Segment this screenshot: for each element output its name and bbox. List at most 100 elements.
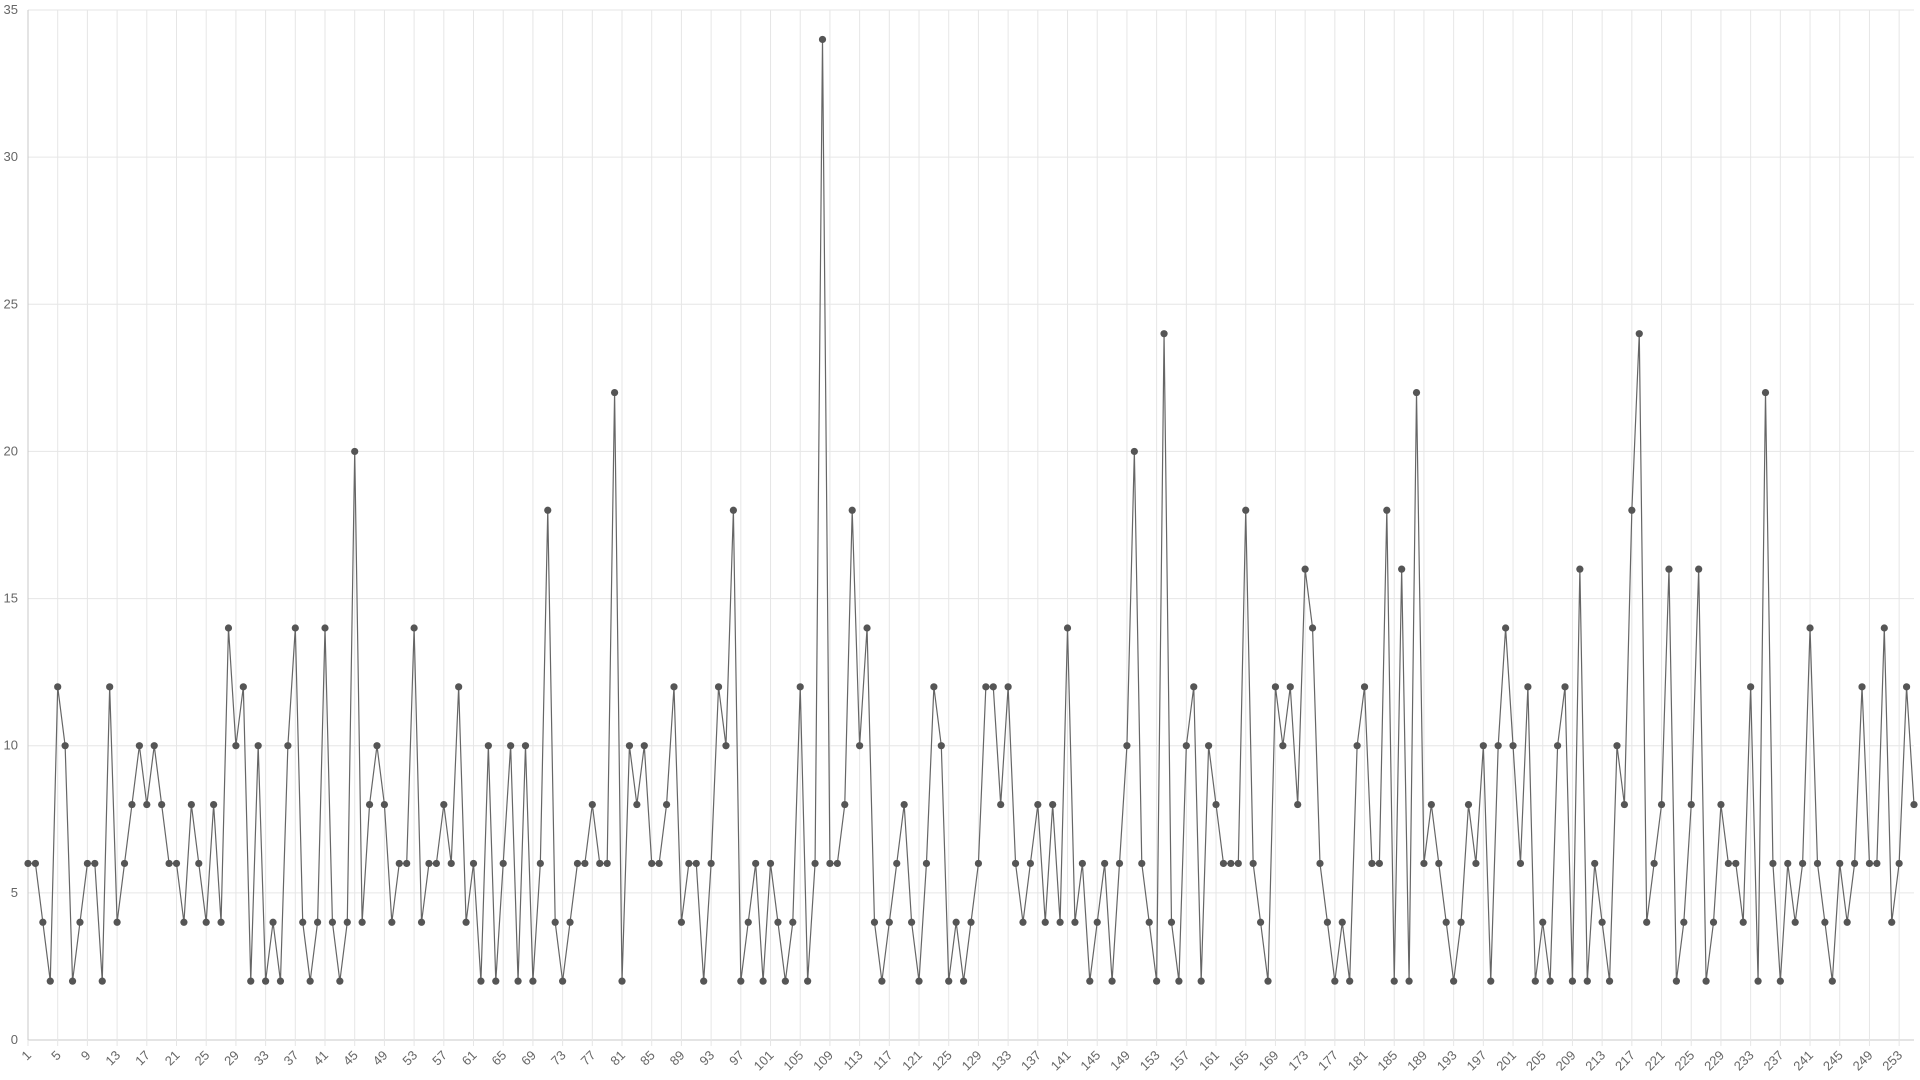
x-tick-label: 201 [1493,1048,1519,1074]
data-point [1858,683,1866,691]
data-point [1650,859,1658,868]
data-point [1583,977,1591,985]
x-tick-label: 97 [726,1048,747,1069]
data-point [766,859,775,868]
data-point [232,742,240,750]
data-point [878,977,886,985]
data-point [804,977,812,985]
data-point [1709,918,1718,926]
data-point [1687,800,1695,809]
x-tick-label: 57 [429,1048,450,1069]
data-point [1375,859,1383,868]
data-point [1160,330,1168,338]
x-tick-label: 1 [18,1048,34,1064]
data-point [722,742,730,750]
x-tick-label: 93 [696,1048,717,1069]
data-point [937,742,945,750]
data-point [1138,859,1146,868]
data-point [1435,859,1443,868]
x-tick-label: 13 [102,1048,123,1069]
data-point [1494,742,1502,750]
grid [27,9,1914,1046]
data-point [365,800,374,809]
data-point [997,800,1005,809]
data-point [388,918,396,926]
data-point [1130,447,1138,456]
data-point [1769,859,1777,868]
x-tick-label: 197 [1464,1048,1490,1074]
data-point [239,683,247,691]
data-point [395,859,403,868]
data-point [143,800,151,809]
x-tick-label: 65 [488,1048,509,1069]
data-point [1613,742,1621,750]
data-point [1063,624,1072,632]
data-point [989,683,997,691]
data-point [462,918,470,926]
data-point [1450,977,1458,985]
x-tick-label: 73 [548,1048,569,1069]
data-point [1850,859,1859,868]
data-point [596,859,604,868]
data-point [1539,918,1547,926]
data-point [1791,918,1799,926]
data-point [885,918,893,926]
data-point [507,742,515,750]
data-point [774,918,782,926]
data-point [1910,800,1918,809]
x-tick-label: 117 [870,1048,895,1073]
x-tick-label: 245 [1820,1048,1846,1074]
data-point [403,859,411,868]
data-point [1279,742,1287,750]
data-point [1398,565,1406,573]
data-point [967,918,975,926]
data-point [1672,977,1680,985]
data-point [907,918,916,926]
data-point [1145,918,1153,926]
data-point [83,859,92,868]
data-point [744,918,752,926]
data-point [692,859,700,868]
y-tick-label: 10 [4,738,18,753]
data-point [1427,800,1435,809]
data-point [1472,859,1480,868]
data-point [781,977,789,985]
x-tick-label: 229 [1701,1048,1727,1074]
data-point [1620,800,1629,809]
data-point [1383,506,1391,514]
x-tick-label: 105 [780,1048,806,1074]
data-point [469,859,478,868]
data-point [1568,977,1577,985]
data-point [1509,742,1517,750]
data-point [1635,330,1643,338]
data-point [1516,859,1525,868]
y-tick-label: 5 [11,885,18,900]
data-point [1197,977,1205,985]
data-point [1167,918,1176,926]
data-point [373,742,381,750]
data-point [1873,859,1881,868]
x-tick-label: 161 [1196,1048,1222,1074]
data-point [1754,977,1762,985]
x-tick-label: 45 [340,1048,361,1069]
x-tick-label: 61 [459,1048,480,1069]
data-point [1271,683,1280,691]
data-point [662,800,671,809]
data-point [1502,624,1510,632]
data-point [952,918,960,926]
data-point [1531,977,1539,985]
data-point [1353,742,1361,750]
y-tick-label: 35 [4,2,18,17]
data-point [1316,859,1324,868]
x-tick-label: 41 [310,1048,331,1069]
data-point [818,35,827,44]
data-point [1680,918,1688,926]
data-point [789,918,797,926]
data-point [165,859,173,868]
data-point [610,388,619,397]
data-point [1390,977,1398,985]
data-point [1836,859,1844,868]
data-point [1011,859,1020,868]
data-point [484,742,492,750]
data-point [39,918,47,926]
